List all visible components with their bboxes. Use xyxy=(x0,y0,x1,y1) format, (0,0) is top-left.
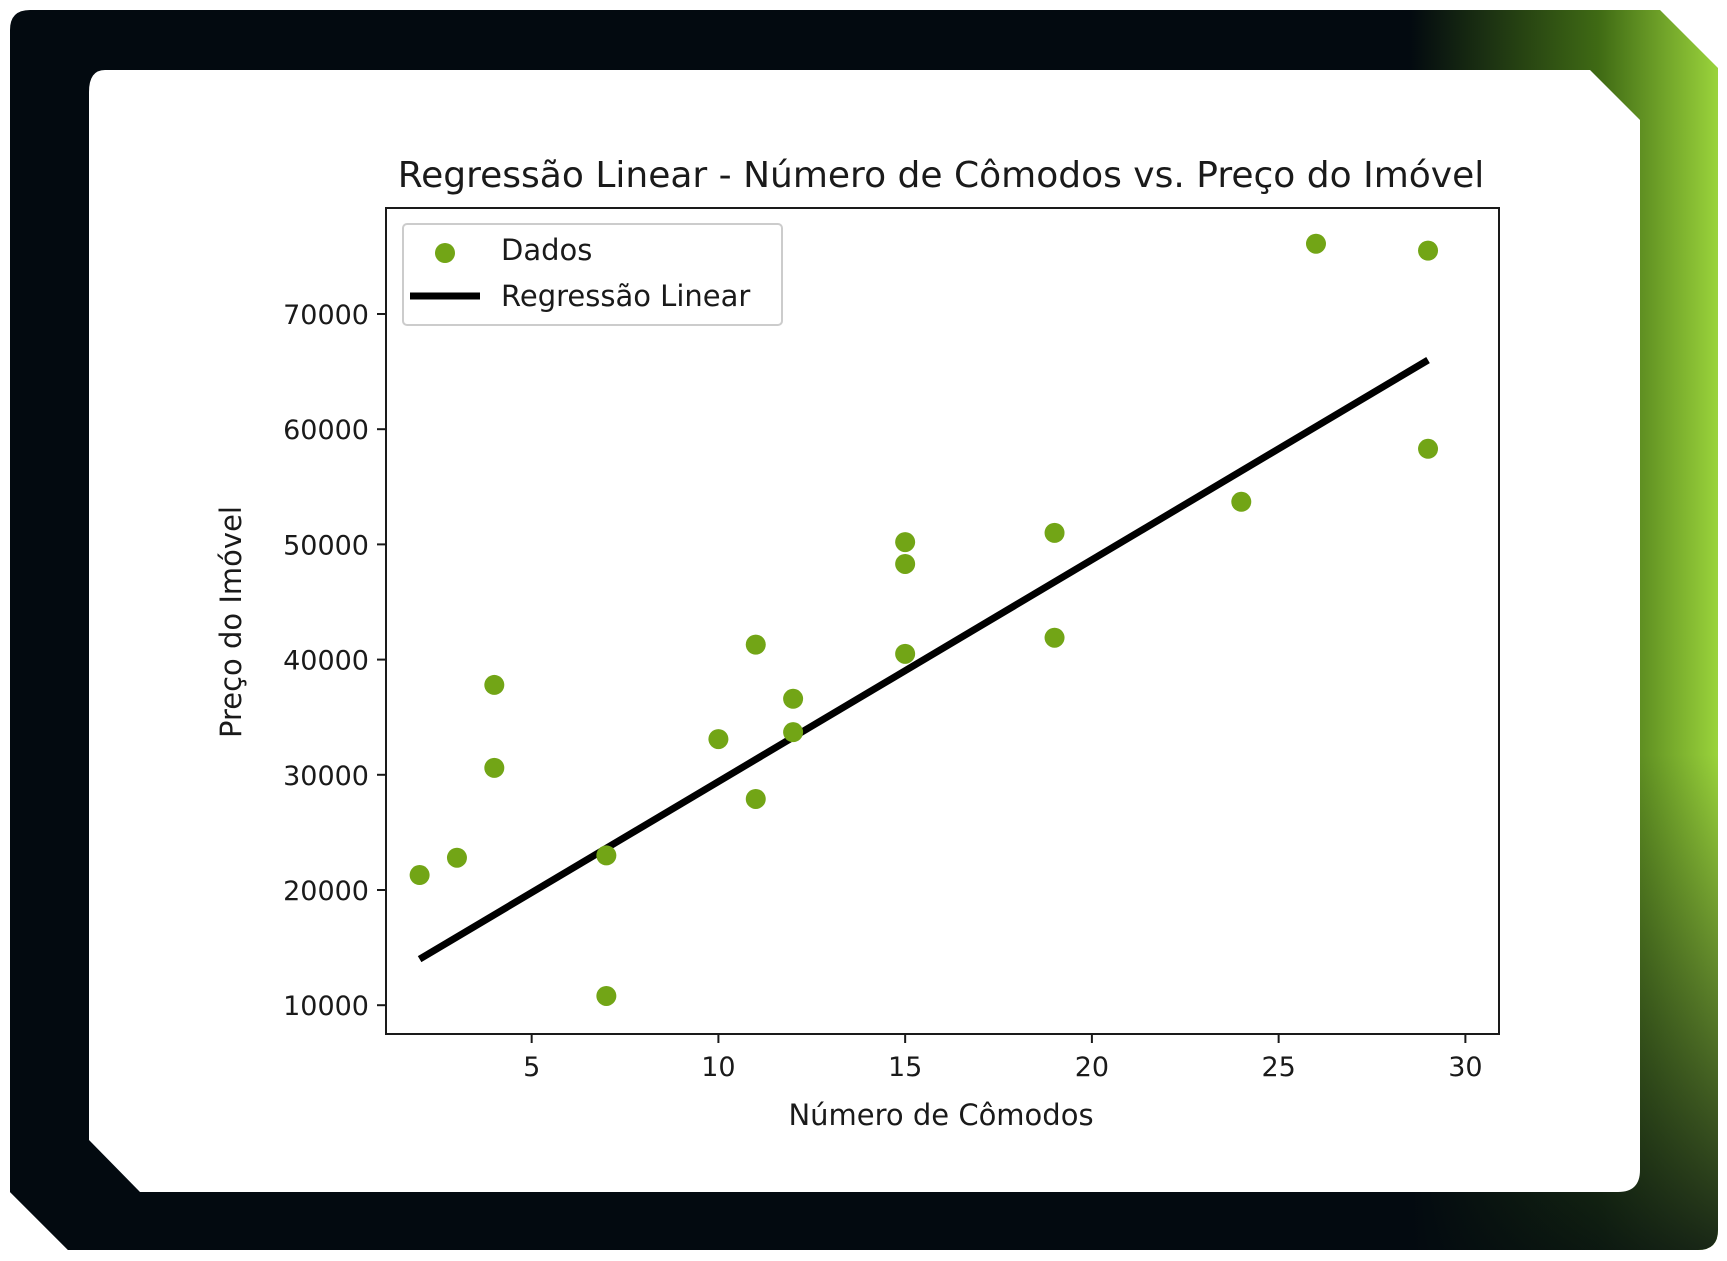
data-point xyxy=(783,688,804,709)
y-tick-label: 10000 xyxy=(283,991,369,1022)
data-point xyxy=(783,722,804,743)
legend-box xyxy=(402,223,783,326)
x-axis: 5 10 15 20 25 30 xyxy=(523,1034,1483,1083)
y-tick-label: 30000 xyxy=(283,761,369,792)
y-tick-label: 40000 xyxy=(283,646,369,677)
data-point xyxy=(895,643,916,664)
data-point xyxy=(1305,233,1326,254)
data-point xyxy=(446,847,467,868)
x-tick-label: 30 xyxy=(1448,1052,1482,1083)
data-point xyxy=(484,674,505,695)
data-point xyxy=(1044,522,1065,543)
data-point xyxy=(745,634,766,655)
data-point xyxy=(484,757,505,778)
x-tick-label: 20 xyxy=(1075,1052,1109,1083)
data-point xyxy=(1418,240,1439,261)
x-tick-label: 5 xyxy=(523,1052,540,1083)
y-tick-label: 70000 xyxy=(283,300,369,331)
legend-label-dados: Dados xyxy=(501,233,592,267)
data-point xyxy=(745,788,766,809)
y-axis-label: Preço do Imóvel xyxy=(214,506,248,738)
data-series xyxy=(409,233,1439,1006)
data-point xyxy=(708,729,729,750)
y-tick-label: 60000 xyxy=(283,415,369,446)
data-point xyxy=(596,985,617,1006)
y-axis: 10000 20000 30000 40000 50000 60000 70000 xyxy=(283,300,386,1022)
x-tick-label: 15 xyxy=(888,1052,922,1083)
x-axis-label: Número de Cômodos xyxy=(788,1098,1093,1132)
legend: Dados Regressão Linear xyxy=(402,223,783,326)
data-point xyxy=(596,845,617,866)
x-tick-label: 10 xyxy=(701,1052,735,1083)
regression-line xyxy=(417,357,1430,963)
data-point xyxy=(1418,438,1439,459)
data-point xyxy=(895,532,916,553)
data-point xyxy=(1231,491,1252,512)
y-tick-label: 50000 xyxy=(283,530,369,561)
regression-series xyxy=(417,357,1430,963)
legend-marker-dados xyxy=(435,243,455,263)
x-tick-label: 25 xyxy=(1261,1052,1295,1083)
y-tick-label: 20000 xyxy=(283,876,369,907)
chart-title: Regressão Linear - Número de Cômodos vs.… xyxy=(398,155,1485,196)
data-point xyxy=(895,553,916,574)
plot-area xyxy=(385,207,1500,1035)
data-point xyxy=(1044,627,1065,648)
legend-label-regressao: Regressão Linear xyxy=(501,279,750,313)
data-point xyxy=(409,865,430,886)
